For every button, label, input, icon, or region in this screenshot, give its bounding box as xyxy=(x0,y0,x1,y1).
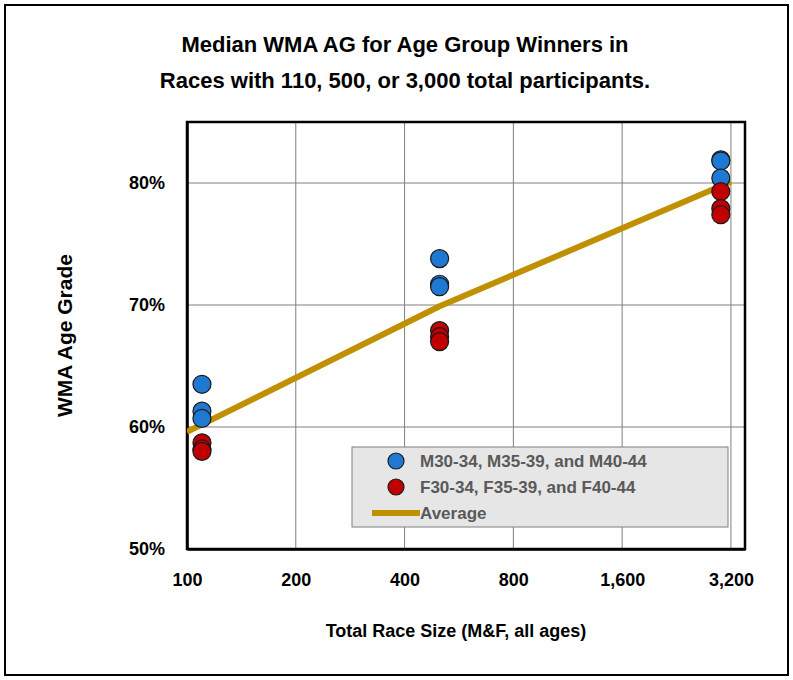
data-point xyxy=(712,152,730,170)
y-grid-line xyxy=(187,549,745,550)
y-grid-line xyxy=(187,427,745,428)
x-grid-line xyxy=(295,122,296,549)
x-tick: 100 xyxy=(172,549,202,590)
y-axis: 50% 60% 70% 80% xyxy=(129,123,188,560)
y-tick-label: 60% xyxy=(129,417,165,437)
data-point xyxy=(431,333,449,351)
chart-title: Median WMA AG for Age Group Winners in xyxy=(181,32,628,57)
plot-frame xyxy=(187,122,745,549)
data-point xyxy=(193,409,211,427)
y-tick-label: 70% xyxy=(129,295,165,315)
legend-label: M30-34, M35-39, and M40-44 xyxy=(420,452,647,471)
x-tick-label: 3,200 xyxy=(709,570,754,590)
outer-border xyxy=(5,5,788,675)
x-tick: 800 xyxy=(499,549,529,590)
y-tick-label: 50% xyxy=(129,539,165,559)
y-tick: 60% xyxy=(129,417,187,437)
data-point xyxy=(193,375,211,393)
legend-marker xyxy=(388,453,404,469)
legend-line xyxy=(372,510,420,516)
x-tick-label: 400 xyxy=(390,570,420,590)
y-grid-line xyxy=(187,183,745,184)
x-grid-line xyxy=(187,122,188,549)
y-axis-line xyxy=(186,123,189,550)
average-line xyxy=(187,182,731,432)
grid xyxy=(187,122,745,549)
x-tick: 200 xyxy=(281,549,311,590)
data-point xyxy=(712,206,730,224)
y-tick: 70% xyxy=(129,295,187,315)
x-axis-line xyxy=(188,548,746,551)
data-point xyxy=(431,278,449,296)
x-tick-label: 800 xyxy=(499,570,529,590)
x-tick-label: 1,600 xyxy=(600,570,645,590)
x-axis-title: Total Race Size (M&F, all ages) xyxy=(326,621,587,641)
chart: Median WMA AG for Age Group Winners in Ra… xyxy=(0,0,793,680)
x-tick: 1,600 xyxy=(600,549,645,590)
data-point xyxy=(193,442,211,460)
y-tick: 80% xyxy=(129,173,187,193)
legend: M30-34, M35-39, and M40-44 F30-34, F35-39… xyxy=(352,447,728,527)
x-tick-label: 100 xyxy=(172,570,202,590)
legend-box xyxy=(352,447,728,527)
legend-marker xyxy=(388,479,404,495)
chart-title: Races with 110, 500, or 3,000 total part… xyxy=(160,68,650,93)
plot-marks xyxy=(187,151,731,461)
data-point xyxy=(712,183,730,201)
x-grid-line xyxy=(730,122,731,549)
legend-label: Average xyxy=(420,504,486,523)
legend-label: F30-34, F35-39, and F40-44 xyxy=(420,478,636,497)
x-tick-label: 200 xyxy=(281,570,311,590)
y-grid-line xyxy=(187,305,745,306)
y-axis-title: WMA Age Grade xyxy=(53,254,76,417)
x-tick: 3,200 xyxy=(709,549,754,590)
y-tick-label: 80% xyxy=(129,173,165,193)
data-point xyxy=(431,250,449,268)
x-axis: 100 200 400 800 1,600 3,200 xyxy=(172,549,753,590)
y-tick: 50% xyxy=(129,539,187,559)
x-tick: 400 xyxy=(390,549,420,590)
